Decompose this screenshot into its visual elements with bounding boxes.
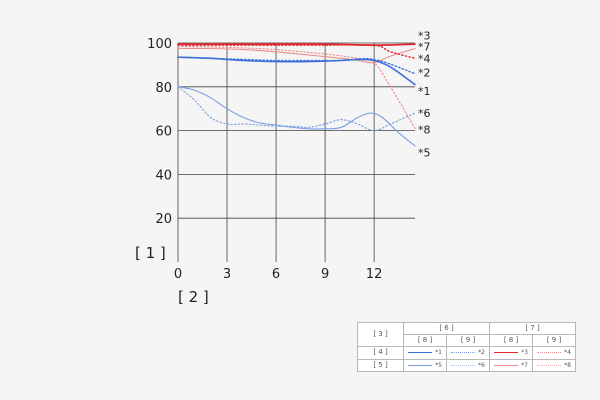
legend-table: [ 3 ] [ 6 ] [ 7 ] [ 8 ] [ 9 ] [ 8 ] [ 9 … xyxy=(357,322,576,372)
series-tag: *8 xyxy=(418,124,431,137)
legend-subheader-row: [ 8 ] [ 9 ] [ 8 ] [ 9 ] xyxy=(358,334,576,347)
legend-tag: *6 xyxy=(478,361,485,369)
y-tick-label: 40 xyxy=(155,168,172,183)
legend-entry: *6 xyxy=(446,358,490,372)
series-tag: *1 xyxy=(418,85,431,98)
series-layer xyxy=(177,43,416,147)
series-line-n3 xyxy=(177,43,416,47)
legend-header-row: [ 3 ] [ 6 ] [ 7 ] xyxy=(357,322,576,347)
series-tag: *5 xyxy=(418,147,431,160)
y-tick-label: 60 xyxy=(155,125,172,140)
legend-tag: *7 xyxy=(521,361,528,369)
legend-tag: *3 xyxy=(521,349,528,356)
legend-row-label: [ 4 ] xyxy=(357,346,404,360)
series-tag-layer: *3*7*4 *2 *1 *6 *8 *5 xyxy=(418,29,431,159)
legend-swatch xyxy=(451,352,476,353)
x-tick-label: 0 xyxy=(174,267,182,282)
series-tag: *6 xyxy=(418,107,431,120)
legend-entry: *4 xyxy=(532,346,576,360)
legend-corner: [ 3 ] xyxy=(357,322,404,347)
legend-entry: *3 xyxy=(489,346,533,360)
series-line-n7 xyxy=(177,47,416,64)
x-tick-label: 3 xyxy=(223,267,231,282)
tick-layer: 20 40 60 80 100 0 3 6 9 12 xyxy=(147,37,382,282)
x-tick-label: 6 xyxy=(272,267,280,282)
x-axis-label: [ 2 ] xyxy=(178,288,209,306)
legend-swatch xyxy=(537,364,562,366)
y-tick-label: 100 xyxy=(147,37,172,52)
y-tick-label: 80 xyxy=(155,81,172,96)
series-tag: *3 xyxy=(418,29,431,42)
y-tick-label: 20 xyxy=(155,212,172,227)
legend-entry: *1 xyxy=(403,346,447,360)
legend-subheader: [ 9 ] xyxy=(532,334,576,347)
legend-entry: *8 xyxy=(532,358,576,372)
series-line-n5 xyxy=(177,86,416,147)
legend-subheader: [ 8 ] xyxy=(403,334,447,347)
x-tick-label: 12 xyxy=(366,267,383,282)
legend-swatch xyxy=(408,364,433,366)
series-tag: *7 xyxy=(418,40,431,53)
legend-group-b: [ 7 ] xyxy=(489,322,576,335)
legend-entry: *2 xyxy=(446,346,490,360)
legend-subheader: [ 9 ] xyxy=(446,334,490,347)
x-tick-label: 9 xyxy=(321,267,329,282)
legend-tag: *1 xyxy=(435,349,442,356)
series-line-n6 xyxy=(177,86,416,132)
legend-row-label: [ 5 ] xyxy=(357,358,404,372)
series-line-n2 xyxy=(177,56,416,75)
series-line-n8 xyxy=(177,45,416,129)
legend-tag: *4 xyxy=(564,349,571,356)
legend-row: [ 4 ] *1 *2 *3 *4 xyxy=(357,346,576,360)
series-line-n1 xyxy=(177,56,416,86)
legend-swatch xyxy=(494,352,519,353)
series-tag: *4 xyxy=(418,52,431,65)
legend-row: [ 5 ] *5 *6 *7 *8 xyxy=(357,358,576,372)
legend-entry: *5 xyxy=(403,358,447,372)
legend-entry: *7 xyxy=(489,358,533,372)
y-axis-label: [ 1 ] xyxy=(135,244,166,262)
series-tag: *2 xyxy=(418,67,431,80)
legend-tag: *2 xyxy=(478,349,485,356)
grid-layer xyxy=(177,42,415,262)
legend-swatch xyxy=(537,352,562,353)
legend-group-a: [ 6 ] xyxy=(403,322,490,335)
legend-subheader: [ 8 ] xyxy=(489,334,533,347)
series-line-n4 xyxy=(177,44,416,59)
legend-tag: *5 xyxy=(435,361,442,369)
legend-tag: *8 xyxy=(564,361,571,369)
legend-swatch xyxy=(451,364,476,366)
legend-swatch xyxy=(408,352,433,353)
legend-swatch xyxy=(494,364,519,366)
